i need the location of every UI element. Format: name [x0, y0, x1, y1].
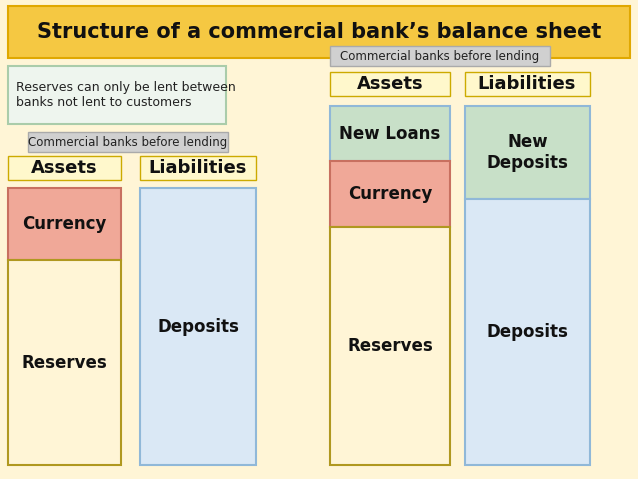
Bar: [330, 227, 450, 465]
Text: New Loans: New Loans: [339, 125, 441, 142]
Text: Liabilities: Liabilities: [478, 75, 576, 93]
Bar: [465, 199, 590, 465]
Bar: [330, 161, 450, 227]
Bar: [330, 106, 450, 161]
Bar: [140, 156, 256, 180]
Text: Reserves: Reserves: [347, 337, 433, 355]
Bar: [8, 260, 121, 465]
Bar: [140, 188, 256, 465]
Text: Currency: Currency: [348, 185, 432, 203]
Text: Assets: Assets: [357, 75, 423, 93]
Text: Currency: Currency: [22, 215, 107, 233]
Bar: [8, 188, 121, 260]
Text: Structure of a commercial bank’s balance sheet: Structure of a commercial bank’s balance…: [37, 22, 601, 42]
Bar: [330, 72, 450, 96]
Bar: [330, 46, 550, 66]
Bar: [8, 66, 226, 124]
Bar: [8, 156, 121, 180]
Bar: [465, 72, 590, 96]
Bar: [28, 132, 228, 152]
Text: Liabilities: Liabilities: [149, 159, 247, 177]
Text: Commercial banks before lending: Commercial banks before lending: [28, 136, 228, 148]
Text: Deposits: Deposits: [487, 323, 568, 341]
Text: Deposits: Deposits: [157, 318, 239, 335]
Text: Assets: Assets: [31, 159, 98, 177]
Bar: [465, 106, 590, 199]
Text: Reserves: Reserves: [22, 354, 107, 372]
Bar: [8, 6, 630, 58]
Text: Reserves can only be lent between
banks not lent to customers: Reserves can only be lent between banks …: [16, 81, 236, 109]
Text: New
Deposits: New Deposits: [487, 133, 568, 172]
Text: Commercial banks before lending: Commercial banks before lending: [341, 49, 540, 62]
